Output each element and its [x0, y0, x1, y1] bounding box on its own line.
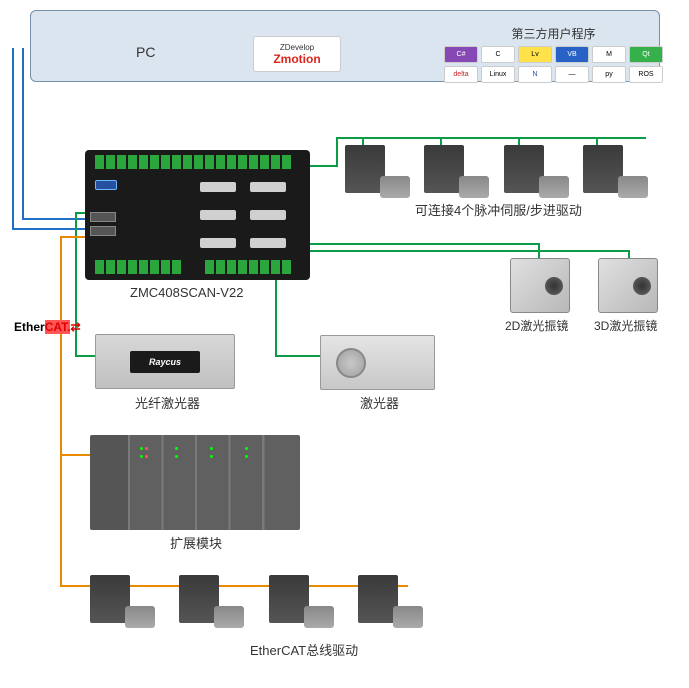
servo-motor: [214, 606, 244, 628]
wire-exp-1: [60, 236, 87, 238]
wire-bservo-1: [60, 456, 62, 586]
servo-drive: [583, 145, 623, 193]
tp-chip: Lv: [518, 46, 552, 63]
galvo-2d: [510, 258, 570, 313]
ecat-drive-label: EtherCAT总线驱动: [250, 640, 358, 659]
ecat-servo-drive: [90, 575, 130, 623]
wire-exp-2: [60, 236, 62, 456]
wire-pc-ctrl-blue-2: [22, 218, 87, 220]
wire-servo-1: [310, 165, 338, 167]
terminal-row-bottom: [205, 260, 291, 274]
servo-motor: [459, 176, 489, 198]
wire-servo-2: [336, 137, 338, 167]
controller-label: ZMC408SCAN-V22: [130, 285, 243, 300]
tp-chip: delta: [444, 66, 478, 83]
zdevelop-text: ZDevelop: [280, 43, 314, 52]
tp-chip: M: [592, 46, 626, 63]
third-party-block: 第三方用户程序 C# C Lv VB M Qt delta Linux N — …: [426, 25, 681, 86]
serial-port: [250, 238, 286, 248]
laser-box: [320, 335, 435, 390]
wire-laser-1: [275, 280, 277, 357]
wire-laser-2: [275, 355, 322, 357]
ethercat-pre: Ether: [14, 320, 45, 334]
servo-motor: [618, 176, 648, 198]
galvo-3d-label: 3D激光振镜: [594, 317, 657, 334]
wire-servo-3: [336, 137, 646, 139]
servo-drive: [424, 145, 464, 193]
servo-bottom-row: [90, 575, 433, 628]
terminal-row-top: [95, 155, 291, 169]
wire-fiber-3: [75, 355, 97, 357]
zmotion-text: Zmotion: [273, 52, 320, 66]
ethercat-logo: EtherCAT.⇄: [14, 320, 81, 334]
expansion-label: 扩展模块: [170, 533, 222, 552]
wire-fiber-1: [75, 212, 77, 357]
galvo-2d-label: 2D激光振镜: [505, 317, 568, 334]
tp-chip: Qt: [629, 46, 663, 63]
serial-port: [250, 210, 286, 220]
wire-galvo-4: [628, 250, 630, 258]
raycus-badge: Raycus: [130, 351, 200, 373]
laser-label: 激光器: [360, 393, 399, 412]
ecat-servo-drive: [179, 575, 219, 623]
tp-chip: py: [592, 66, 626, 83]
serial-port: [200, 210, 236, 220]
serial-port: [250, 182, 286, 192]
vga-port: [95, 180, 117, 190]
expansion-module: [90, 435, 300, 530]
fiber-laser: Raycus: [95, 334, 235, 389]
wire-servo-d4: [596, 137, 598, 145]
servo-motor: [380, 176, 410, 198]
ecat-servo-drive: [269, 575, 309, 623]
third-party-title: 第三方用户程序: [426, 25, 681, 42]
ethercat-suf: CAT.: [45, 320, 71, 334]
servo-motor: [539, 176, 569, 198]
serial-port: [200, 182, 236, 192]
serial-port: [200, 238, 236, 248]
wire-servo-d3: [518, 137, 520, 145]
wire-galvo-3: [310, 250, 630, 252]
tp-row-2: delta Linux N — py ROS: [426, 66, 681, 83]
terminal-row-bottom: [95, 260, 181, 274]
tp-chip: ROS: [629, 66, 663, 83]
tp-chip: Linux: [481, 66, 515, 83]
ethernet-port: [90, 212, 116, 222]
servo-top-label: 可连接4个脉冲伺服/步进驱动: [415, 200, 582, 219]
ethernet-port: [90, 226, 116, 236]
fiber-laser-label: 光纤激光器: [135, 393, 200, 412]
galvo-3d: [598, 258, 658, 313]
laser-fan-icon: [336, 348, 366, 378]
wire-servo-d1: [362, 137, 364, 145]
wire-pc-ctrl-blue-1: [22, 48, 24, 218]
wire-servo-d2: [440, 137, 442, 145]
zmotion-badge: ZDevelop Zmotion: [253, 36, 341, 72]
wire-galvo-1: [310, 243, 540, 245]
tp-chip: C: [481, 46, 515, 63]
servo-drive: [345, 145, 385, 193]
tp-chip: —: [555, 66, 589, 83]
pc-label: PC: [136, 44, 155, 60]
servo-motor: [393, 606, 423, 628]
servo-top-row: [345, 145, 658, 198]
tp-chip: VB: [555, 46, 589, 63]
controller-board: [85, 150, 310, 280]
servo-drive: [504, 145, 544, 193]
servo-motor: [125, 606, 155, 628]
wire-exp-3: [60, 454, 92, 456]
servo-motor: [304, 606, 334, 628]
wire-pc-ctrl-blue-3: [12, 48, 14, 228]
ecat-servo-drive: [358, 575, 398, 623]
tp-chip: C#: [444, 46, 478, 63]
tp-row-1: C# C Lv VB M Qt: [426, 46, 681, 63]
pc-container: PC ZDevelop Zmotion 第三方用户程序 C# C Lv VB M…: [30, 10, 660, 82]
tp-chip: N: [518, 66, 552, 83]
